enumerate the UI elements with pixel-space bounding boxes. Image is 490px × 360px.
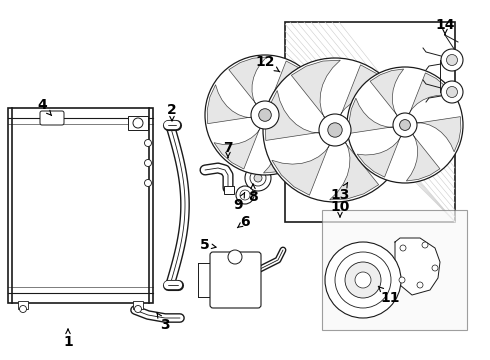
Circle shape <box>432 265 438 271</box>
Bar <box>128 116 148 130</box>
Text: 13: 13 <box>330 183 350 202</box>
Text: 3: 3 <box>157 313 170 332</box>
Text: 8: 8 <box>248 184 258 204</box>
Bar <box>285 22 455 222</box>
Text: 14: 14 <box>435 18 455 35</box>
Polygon shape <box>417 117 461 152</box>
Polygon shape <box>340 65 398 115</box>
Circle shape <box>145 139 151 147</box>
Text: 2: 2 <box>167 103 177 121</box>
Bar <box>133 301 143 309</box>
Polygon shape <box>351 120 405 170</box>
Circle shape <box>441 49 463 71</box>
Circle shape <box>446 86 458 98</box>
Circle shape <box>393 113 417 137</box>
Text: 12: 12 <box>255 55 280 72</box>
Polygon shape <box>292 60 341 118</box>
Text: 9: 9 <box>233 193 245 212</box>
Text: 5: 5 <box>200 238 216 252</box>
Bar <box>224 186 234 194</box>
Circle shape <box>400 245 406 251</box>
Text: 4: 4 <box>37 98 51 116</box>
Circle shape <box>145 159 151 166</box>
Polygon shape <box>357 136 401 177</box>
Polygon shape <box>266 90 319 140</box>
Circle shape <box>355 272 371 288</box>
Circle shape <box>133 118 143 128</box>
Circle shape <box>263 58 407 202</box>
Polygon shape <box>207 85 251 124</box>
Polygon shape <box>370 69 404 116</box>
Polygon shape <box>270 61 316 102</box>
Polygon shape <box>264 126 301 173</box>
Polygon shape <box>330 142 379 200</box>
Circle shape <box>417 282 423 288</box>
Circle shape <box>328 123 342 137</box>
Polygon shape <box>395 238 440 295</box>
Polygon shape <box>349 98 393 133</box>
Circle shape <box>236 186 254 204</box>
Circle shape <box>254 174 262 182</box>
Text: 1: 1 <box>63 329 73 349</box>
Circle shape <box>325 242 401 318</box>
Polygon shape <box>272 145 330 195</box>
Circle shape <box>441 81 463 103</box>
Circle shape <box>250 170 266 186</box>
Circle shape <box>335 252 391 308</box>
Bar <box>8 108 153 303</box>
Polygon shape <box>214 128 261 169</box>
Polygon shape <box>279 106 323 145</box>
FancyBboxPatch shape <box>210 252 261 308</box>
Bar <box>322 210 467 330</box>
Circle shape <box>134 306 142 312</box>
Circle shape <box>20 306 26 312</box>
FancyBboxPatch shape <box>40 111 64 125</box>
Circle shape <box>345 262 381 298</box>
Circle shape <box>240 190 250 200</box>
Text: 10: 10 <box>330 200 350 217</box>
Circle shape <box>228 250 242 264</box>
Circle shape <box>205 55 325 175</box>
Circle shape <box>446 54 458 66</box>
Polygon shape <box>229 57 267 104</box>
Circle shape <box>422 242 428 248</box>
Circle shape <box>145 180 151 186</box>
Circle shape <box>251 101 279 129</box>
Circle shape <box>319 114 351 146</box>
Polygon shape <box>406 134 440 181</box>
Circle shape <box>400 120 411 130</box>
Circle shape <box>259 109 271 121</box>
Circle shape <box>245 165 271 191</box>
Bar <box>18 301 28 309</box>
Text: 7: 7 <box>223 141 233 158</box>
Polygon shape <box>409 73 453 114</box>
Circle shape <box>399 277 405 283</box>
Text: 11: 11 <box>378 286 400 305</box>
Circle shape <box>347 67 463 183</box>
Text: 6: 6 <box>237 215 250 229</box>
